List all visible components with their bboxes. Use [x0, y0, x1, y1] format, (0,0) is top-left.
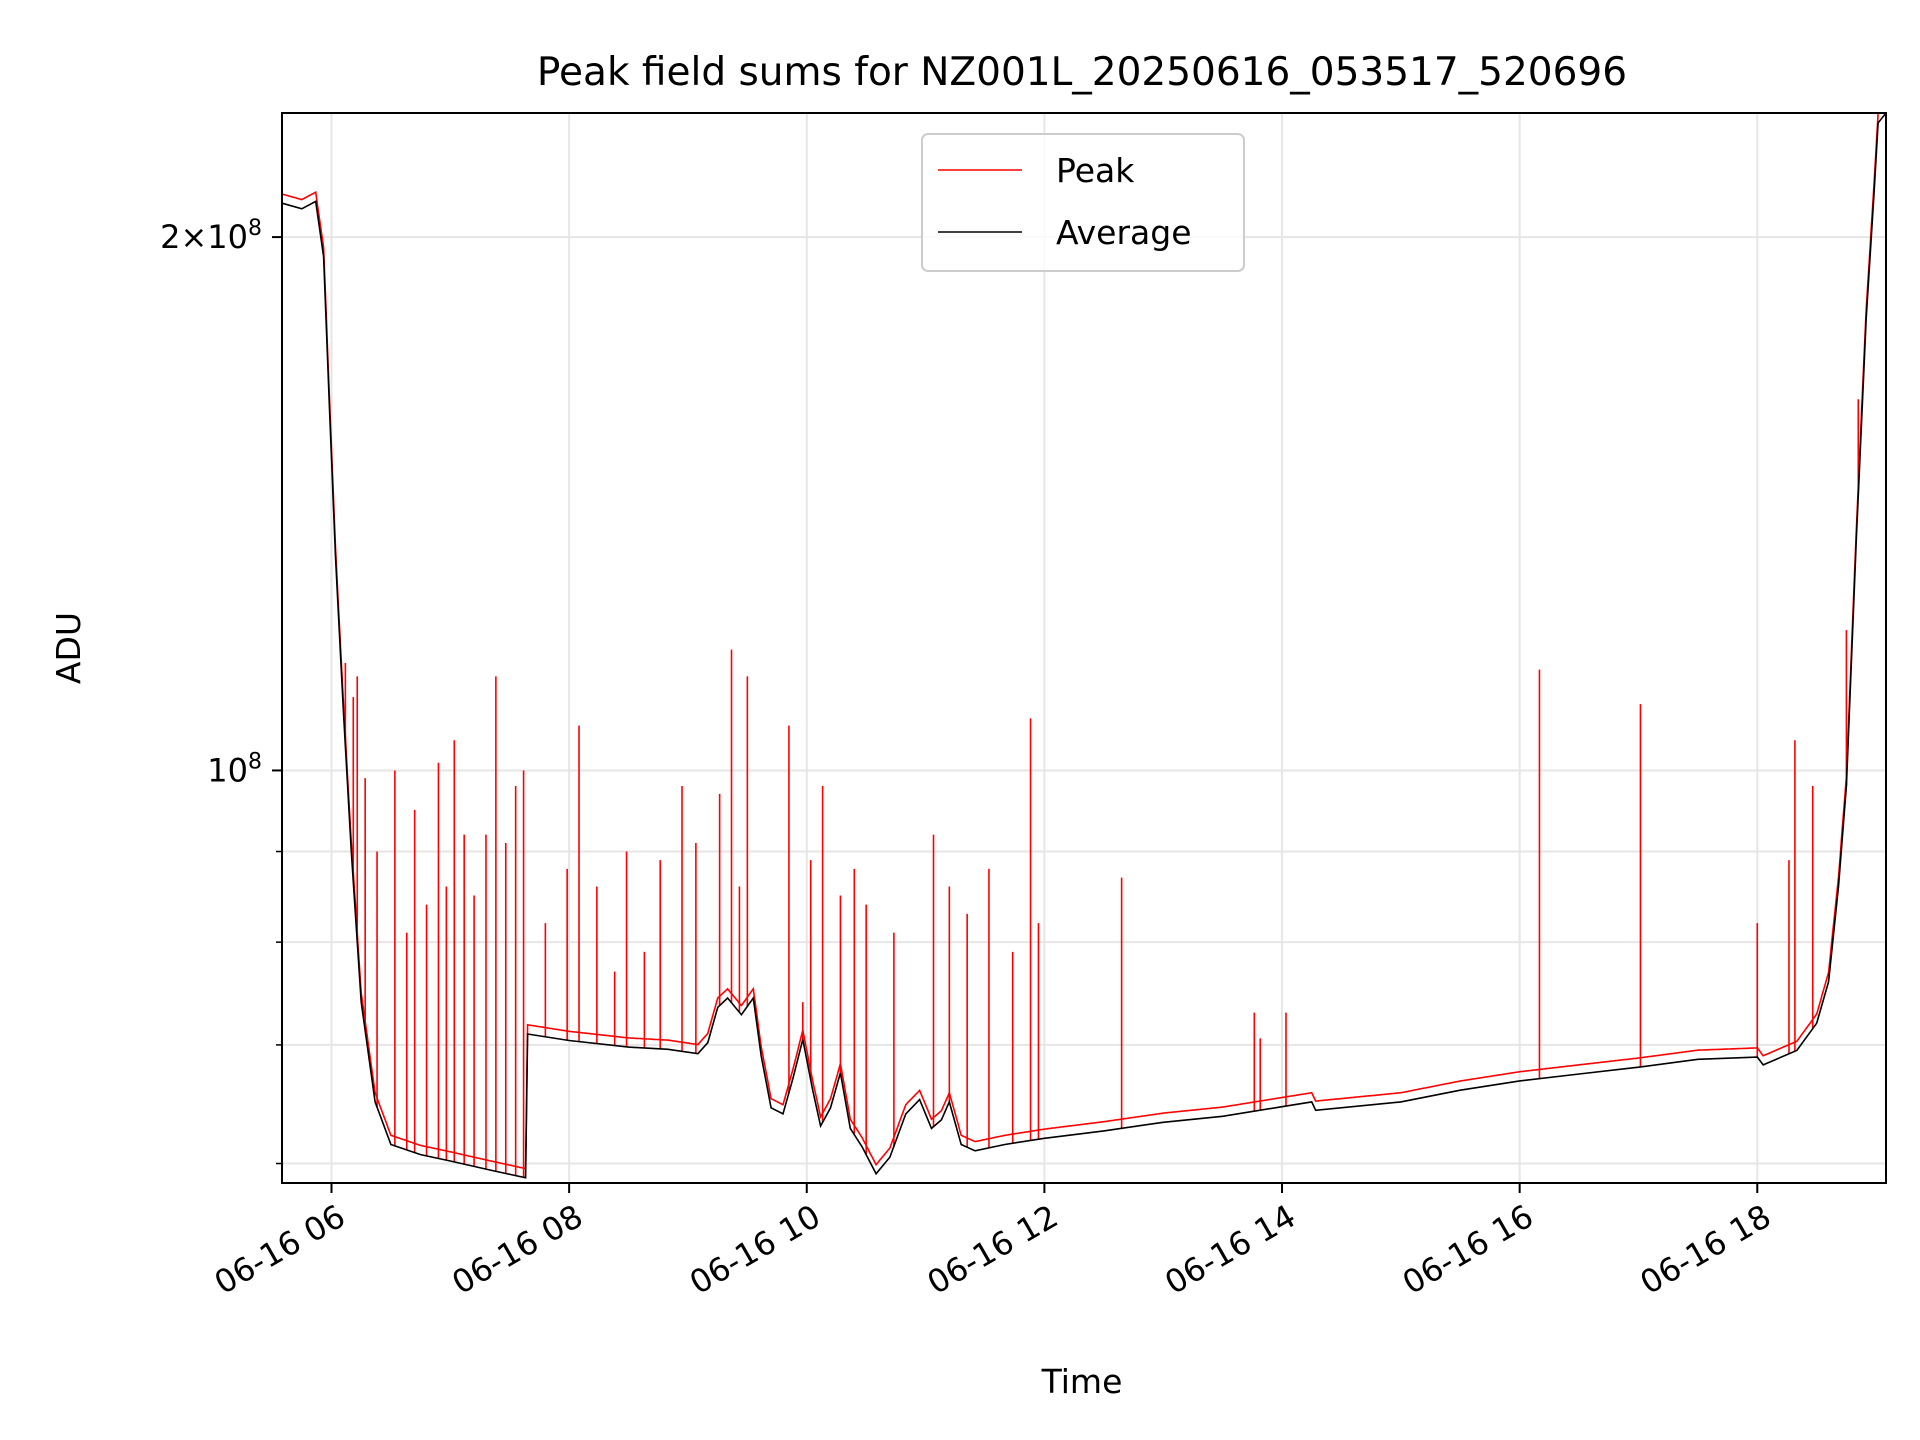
- chart-title: Peak field sums for NZ001L_20250616_0535…: [537, 50, 1627, 95]
- x-axis-label: Time: [1041, 1362, 1123, 1401]
- peak-series-line: [281, 112, 1886, 1170]
- series-layer: [281, 112, 1887, 1179]
- legend-box: [921, 133, 1245, 272]
- y-tick-label: 108: [207, 749, 262, 789]
- grid: [282, 113, 1886, 1183]
- y-tick-label: 2×108: [160, 216, 262, 256]
- y-axis: 108 2×108: [160, 216, 282, 1165]
- y-axis-label: ADU: [49, 612, 88, 684]
- legend-label-average: Average: [1056, 213, 1192, 252]
- legend-label-peak: Peak: [1056, 151, 1135, 190]
- average-series-line: [281, 112, 1887, 1179]
- plot-background: [282, 113, 1886, 1183]
- plot-area: [281, 112, 1887, 1184]
- legend: Peak Average: [921, 133, 1245, 272]
- plot-frame: [281, 112, 1887, 1184]
